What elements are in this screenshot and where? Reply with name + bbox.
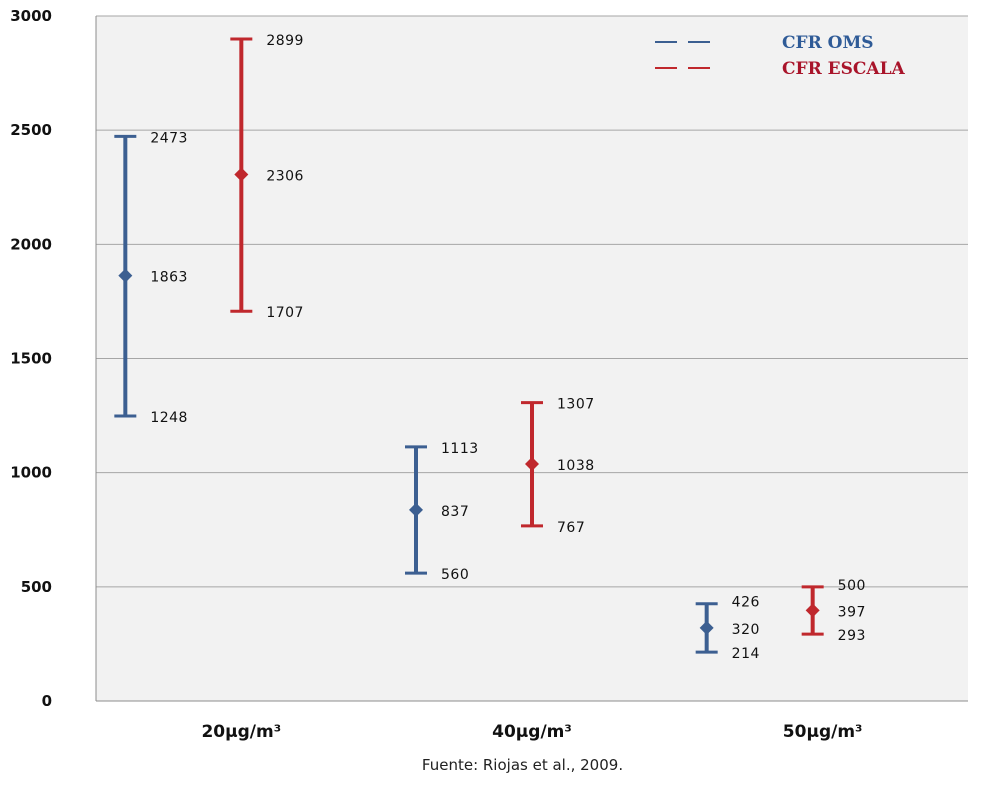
source-note: Fuente: Riojas et al., 2009. <box>172 742 873 788</box>
error-bar-midpoint <box>805 603 820 618</box>
legend: CFR OMS CFR ESCALA <box>655 33 906 79</box>
data-label-low: 767 <box>557 520 585 536</box>
data-label-low: 293 <box>838 628 866 644</box>
x-axis-category-labels: 20μg/m³ 40μg/m³ 50μg/m³ <box>201 722 862 742</box>
legend-label: CFR ESCALA <box>782 59 906 79</box>
y-tick-label: 3000 <box>10 7 52 25</box>
x-category-label: 40μg/m³ <box>492 722 572 742</box>
y-tick-label: 2000 <box>10 235 52 253</box>
error-bar-midpoint <box>118 268 133 283</box>
error-bar: 1113 837 560 <box>405 441 479 583</box>
legend-item: CFR OMS <box>655 33 874 53</box>
y-tick-label: 2500 <box>10 121 52 139</box>
error-bar-midpoint <box>234 167 249 182</box>
data-label-low: 1707 <box>266 305 304 321</box>
error-bar: 426 320 214 <box>695 595 760 662</box>
data-label-high: 426 <box>732 595 760 611</box>
error-bar-midpoint <box>409 502 423 517</box>
data-label-high: 1113 <box>441 441 479 457</box>
data-label-mid: 320 <box>732 622 760 638</box>
legend-item: CFR ESCALA <box>655 59 906 79</box>
y-tick-label: 0 <box>42 692 52 710</box>
data-label-mid: 1038 <box>557 458 595 474</box>
data-label-high: 1307 <box>557 397 595 413</box>
data-label-high: 500 <box>838 578 866 594</box>
y-axis-tick-labels: 0 500 1000 1500 2000 2500 3000 <box>10 7 52 710</box>
x-category-label: 50μg/m³ <box>783 722 863 742</box>
data-label-mid: 2306 <box>266 168 304 184</box>
data-label-low: 214 <box>732 646 760 662</box>
error-bar-midpoint <box>699 620 714 635</box>
axes <box>95 16 968 702</box>
y-tick-label: 1000 <box>10 464 52 482</box>
y-tick-label: 500 <box>21 578 52 596</box>
data-label-high: 2899 <box>266 33 304 49</box>
error-bar: 2899 2306 1707 <box>230 33 304 321</box>
data-label-high: 2473 <box>150 130 188 146</box>
error-bar: 1307 1038 767 <box>521 397 595 536</box>
y-tick-label: 1500 <box>10 350 52 368</box>
data-label-mid: 397 <box>838 604 866 620</box>
data-label-mid: 837 <box>441 504 469 520</box>
legend-label: CFR OMS <box>782 33 874 53</box>
error-bar-midpoint <box>525 456 539 471</box>
error-bar: 2473 1863 1248 <box>114 130 188 426</box>
data-label-low: 560 <box>441 567 469 583</box>
x-category-label: 20μg/m³ <box>201 722 281 742</box>
data-label-low: 1248 <box>150 410 188 426</box>
error-bars: 2473 1863 1248 1113 837 560 426 320 214 2899 2306 1… <box>114 33 866 662</box>
error-bar: 500 397 293 <box>801 578 866 644</box>
data-label-mid: 1863 <box>150 270 188 286</box>
